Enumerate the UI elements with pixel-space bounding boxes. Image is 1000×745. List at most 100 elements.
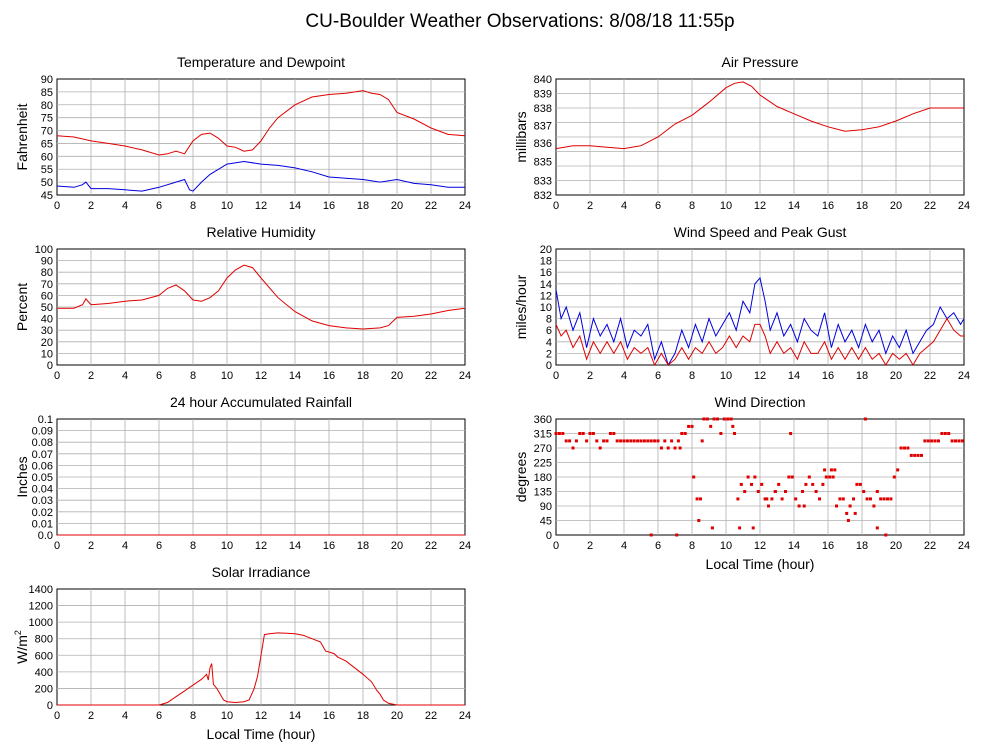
direction-point xyxy=(591,432,595,435)
solar-ytick-label: 600 xyxy=(35,650,53,662)
rain-xtick-label: 14 xyxy=(289,540,301,552)
pressure-ylabel: millibars xyxy=(513,111,529,162)
temp-ytick-label: 70 xyxy=(41,126,53,138)
direction-xtick-label: 12 xyxy=(754,540,766,552)
temp-chart: 0 2 4 6 8 10 12 14 16 18 20 22 244550556065707580859… xyxy=(14,54,471,212)
solar-xtick-label: 2 xyxy=(88,710,94,722)
wind-xtick-label: 4 xyxy=(621,370,627,382)
wind-xtick-label: 12 xyxy=(754,370,766,382)
direction-point xyxy=(743,490,747,493)
direction-xtick-label: 6 xyxy=(655,540,661,552)
humidity-title: Relative Humidity xyxy=(207,224,316,240)
rain-xtick-label: 0 xyxy=(54,540,60,552)
direction-point xyxy=(889,497,893,501)
direction-point xyxy=(846,519,850,522)
pressure-ytick-label: 833 xyxy=(534,176,552,188)
direction-point xyxy=(823,468,827,472)
direction-point xyxy=(909,453,913,457)
direction-point xyxy=(554,432,558,435)
solar-ytick-label: 1200 xyxy=(29,601,53,613)
humidity-ylabel: Percent xyxy=(14,283,30,331)
direction-point xyxy=(710,526,714,530)
humidity-ytick-label: 0 xyxy=(47,360,53,372)
direction-ytick-label: 135 xyxy=(534,487,552,499)
direction-point xyxy=(578,432,582,435)
direction-point xyxy=(875,526,879,530)
direction-point xyxy=(794,497,798,501)
humidity-ytick-label: 80 xyxy=(41,267,53,279)
wind-xtick-label: 14 xyxy=(788,370,800,382)
wind-ytick-label: 4 xyxy=(546,337,552,349)
pressure-ytick-label: 832 xyxy=(534,190,552,202)
humidity-ytick-label: 30 xyxy=(41,325,53,337)
direction-point xyxy=(608,432,612,435)
direction-point xyxy=(726,417,730,421)
direction-point xyxy=(632,439,636,443)
direction-point xyxy=(639,439,643,443)
solar-xtick-label: 14 xyxy=(289,710,301,722)
direction-point xyxy=(612,432,616,435)
pressure-xtick-label: 12 xyxy=(754,200,766,212)
rain-ytick-label: 0.0 xyxy=(38,530,53,542)
direction-point xyxy=(848,504,852,508)
direction-point xyxy=(937,439,940,443)
direction-xtick-label: 22 xyxy=(924,540,936,552)
humidity-xtick-label: 18 xyxy=(357,370,369,382)
temp-ytick-label: 45 xyxy=(41,190,53,202)
direction-point xyxy=(807,475,811,479)
direction-point xyxy=(960,439,964,443)
direction-xlabel: Local Time (hour) xyxy=(706,556,815,572)
rain-xtick-label: 12 xyxy=(255,540,267,552)
direction-point xyxy=(882,497,886,501)
rain-xtick-label: 10 xyxy=(221,540,233,552)
direction-point xyxy=(789,432,793,435)
direction-ylabel: degrees xyxy=(513,452,529,503)
direction-point xyxy=(705,417,709,421)
pressure-xtick-label: 22 xyxy=(924,200,936,212)
direction-point xyxy=(716,417,719,421)
direction-point xyxy=(828,475,832,479)
direction-ytick-label: 360 xyxy=(534,414,552,426)
direction-ytick-label: 0 xyxy=(546,530,552,542)
wind-ytick-label: 8 xyxy=(546,314,552,326)
direction-ytick-label: 225 xyxy=(534,458,552,470)
rain-ytick-label: 0.01 xyxy=(32,518,53,530)
humidity-chart: 0 2 4 6 8 10 12 14 16 18 20 22 240102030405060708090… xyxy=(14,224,471,382)
temp-xtick-label: 20 xyxy=(391,200,403,212)
direction-point xyxy=(765,497,769,501)
solar-title: Solar Irradiance xyxy=(212,564,311,580)
temp-ytick-label: 85 xyxy=(41,87,53,99)
pressure-xtick-label: 2 xyxy=(587,200,593,212)
solar-xtick-label: 0 xyxy=(54,710,60,722)
wind-xtick-label: 18 xyxy=(856,370,868,382)
direction-point xyxy=(690,424,694,428)
temp-xtick-label: 10 xyxy=(221,200,233,212)
direction-point xyxy=(697,519,701,522)
direction-point xyxy=(784,490,787,493)
direction-point xyxy=(746,475,750,479)
rain-xtick-label: 24 xyxy=(459,540,471,552)
wind-xtick-label: 8 xyxy=(689,370,695,382)
wind-ytick-label: 12 xyxy=(540,290,552,302)
direction-point xyxy=(753,475,757,479)
humidity-xtick-label: 6 xyxy=(156,370,162,382)
humidity-series-line-0 xyxy=(57,264,466,330)
direction-point xyxy=(595,439,599,443)
rain-xtick-label: 16 xyxy=(323,540,335,552)
direction-point xyxy=(702,417,706,421)
solar-xtick-label: 20 xyxy=(391,710,403,722)
wind-chart: 0 2 4 6 8 10 12 14 16 18 20 22 2402468101214161820Wi… xyxy=(513,224,970,382)
direction-point xyxy=(712,417,716,421)
direction-point xyxy=(787,475,791,479)
temp-xtick-label: 18 xyxy=(357,200,369,212)
pressure-xtick-label: 0 xyxy=(553,200,559,212)
pressure-xtick-label: 14 xyxy=(788,200,800,212)
wind-ytick-label: 20 xyxy=(540,244,552,256)
solar-xtick-label: 6 xyxy=(156,710,162,722)
direction-point xyxy=(719,432,723,435)
direction-point xyxy=(862,490,866,493)
direction-point xyxy=(642,439,646,443)
solar-xtick-label: 12 xyxy=(255,710,267,722)
solar-ytick-label: 200 xyxy=(35,683,53,695)
